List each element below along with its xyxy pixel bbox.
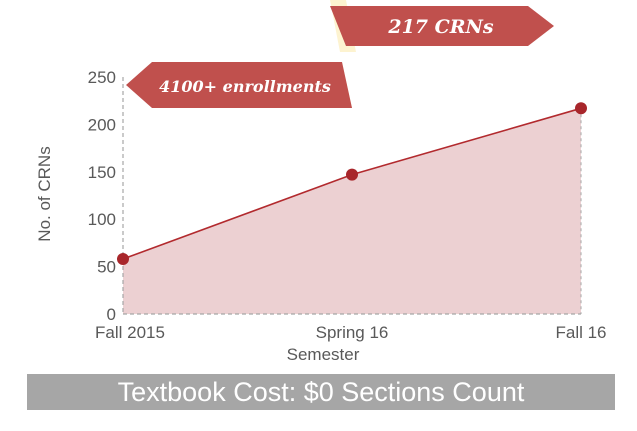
data-point-1 xyxy=(117,253,129,266)
x-tick-label: Fall 16 xyxy=(555,323,606,342)
y-tick-label: 150 xyxy=(88,163,116,182)
y-tick-label: 200 xyxy=(88,115,116,134)
x-tick-labels: Fall 2015 Spring 16 Fall 16 xyxy=(95,323,607,342)
x-tick-label: Spring 16 xyxy=(316,323,389,342)
plot-area xyxy=(117,77,587,315)
data-points xyxy=(117,102,587,266)
crns-banner-shape xyxy=(330,6,554,46)
crns-banner: 217 CRNs xyxy=(330,0,554,52)
enrollments-banner-label: 4100+ enrollments xyxy=(159,77,331,96)
area-fill xyxy=(123,108,581,314)
y-tick-labels: 0 50 100 150 200 250 xyxy=(88,68,116,324)
enrollments-banner-shape xyxy=(126,62,352,108)
y-tick-label: 250 xyxy=(88,68,116,87)
footer-title-bar: Textbook Cost: $0 Sections Count xyxy=(27,374,615,410)
y-tick-label: 50 xyxy=(97,258,116,277)
data-point-3 xyxy=(575,102,587,115)
y-tick-label: 100 xyxy=(88,210,116,229)
crns-banner-label: 217 CRNs xyxy=(387,16,494,38)
y-tick-label: 0 xyxy=(107,305,116,324)
x-axis-title: Semester xyxy=(287,345,360,364)
footer-title: Textbook Cost: $0 Sections Count xyxy=(117,377,525,407)
y-axis-title: No. of CRNs xyxy=(35,146,54,241)
x-tick-label: Fall 2015 xyxy=(95,323,165,342)
data-point-2 xyxy=(346,168,358,181)
enrollments-banner: 4100+ enrollments xyxy=(126,62,352,108)
